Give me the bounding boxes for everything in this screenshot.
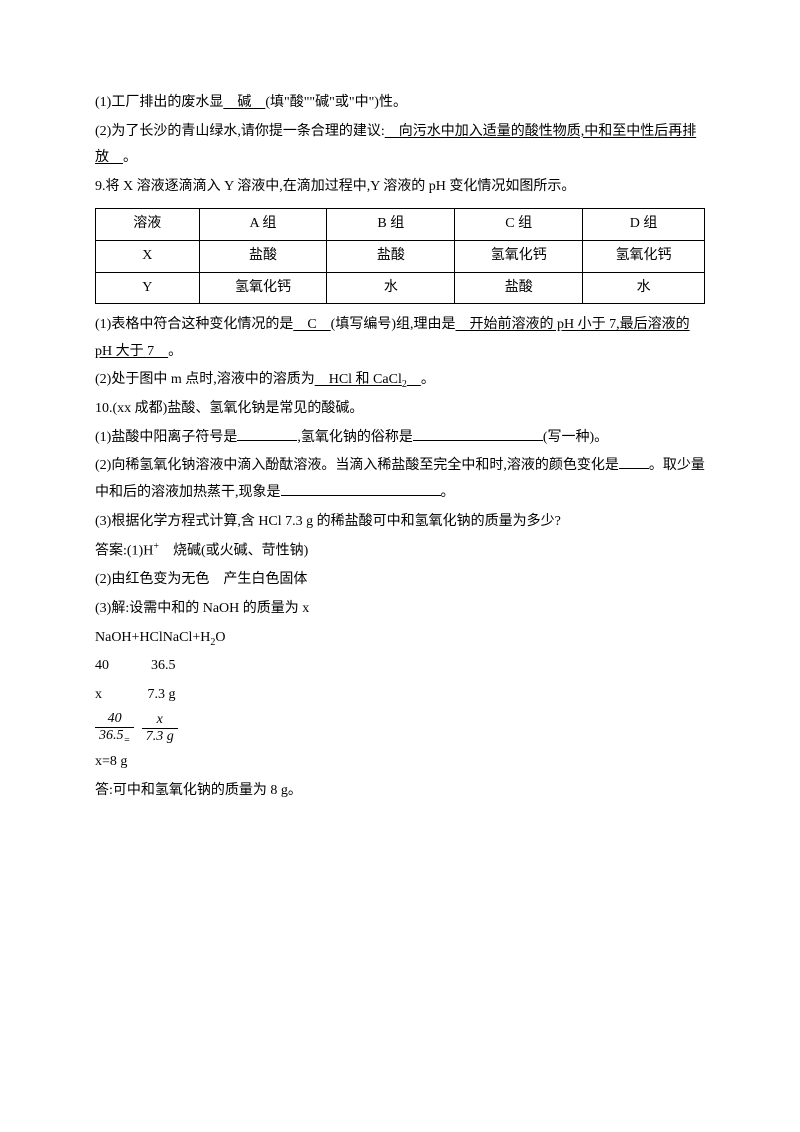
table-cell: X [96, 240, 200, 272]
q10-stem: 10.(xx 成都)盐酸、氢氧化钠是常见的酸碱。 [95, 396, 705, 423]
answer-blank: C [293, 317, 330, 332]
answer-2: (2)由红色变为无色 产生白色固体 [95, 567, 705, 594]
table-cell: 盐酸 [455, 272, 583, 304]
table-row-header: 溶液 A 组 B 组 C 组 D 组 [96, 209, 705, 241]
table-cell: B 组 [327, 209, 455, 241]
blank-line [619, 468, 649, 469]
text: (2)为了长沙的青山绿水,请你提一条合理的建议: [95, 124, 385, 139]
text: (填"酸""碱"或"中")性。 [265, 95, 407, 110]
q10-part2: (2)向稀氢氧化钠溶液中滴入酚酞溶液。当滴入稀盐酸至完全中和时,溶液的颜色变化是… [95, 453, 705, 506]
text: (填写编号)组,理由是 [331, 317, 456, 332]
solutions-table: 溶液 A 组 B 组 C 组 D 组 X 盐酸 盐酸 氢氧化钙 氢氧化钙 Y 氢… [95, 208, 705, 304]
text: ,氢氧化钠的俗称是 [297, 430, 413, 445]
q10-part1: (1)盐酸中阳离子符号是 ,氢氧化钠的俗称是 (写一种)。 [95, 425, 705, 452]
text: 。 [168, 344, 182, 359]
fraction-2: x 7.3 g [142, 712, 178, 747]
table-cell: 氢氧化钙 [455, 240, 583, 272]
table-row-x: X 盐酸 盐酸 氢氧化钙 氢氧化钙 [96, 240, 705, 272]
numerator: 40 [95, 711, 134, 729]
table-cell: 水 [327, 272, 455, 304]
text: 答案:(1)H [95, 544, 153, 559]
q8-part2: (2)为了长沙的青山绿水,请你提一条合理的建议: 向污水中加入适量的酸性物质,中… [95, 119, 705, 172]
table-cell: 溶液 [96, 209, 200, 241]
blank-line [281, 495, 441, 496]
table-row-y: Y 氢氧化钙 水 盐酸 水 [96, 272, 705, 304]
blank-line [413, 440, 543, 441]
table-cell: 氢氧化钙 [199, 272, 327, 304]
fraction-1: 40 36.5= [95, 711, 134, 748]
table-cell: 盐酸 [199, 240, 327, 272]
q9-part1: (1)表格中符合这种变化情况的是 C (填写编号)组,理由是 开始前溶液的 pH… [95, 312, 705, 365]
text: NaOH+HClNaCl+H [95, 630, 210, 645]
table-cell: Y [96, 272, 200, 304]
text: (1)表格中符合这种变化情况的是 [95, 317, 293, 332]
text: (1)工厂排出的废水显 [95, 95, 223, 110]
answer-blank: HCl 和 CaCl2 [315, 372, 421, 387]
text: (写一种)。 [543, 430, 608, 445]
q9-part2: (2)处于图中 m 点时,溶液中的溶质为 HCl 和 CaCl2 。 [95, 367, 705, 394]
table-cell: 盐酸 [327, 240, 455, 272]
text: 。 [441, 485, 455, 500]
q8-part1: (1)工厂排出的废水显 碱 (填"酸""碱"或"中")性。 [95, 90, 705, 117]
q10-part3: (3)根据化学方程式计算,含 HCl 7.3 g 的稀盐酸可中和氢氧化钠的质量为… [95, 509, 705, 536]
x-result: x=8 g [95, 749, 705, 776]
denominator: 7.3 g [142, 729, 178, 746]
text: (2)向稀氢氧化钠溶液中滴入酚酞溶液。当滴入稀盐酸至完全中和时,溶液的颜色变化是 [95, 458, 619, 473]
blank-line [237, 440, 297, 441]
table-cell: 氢氧化钙 [583, 240, 705, 272]
text: (1)盐酸中阳离子符号是 [95, 430, 237, 445]
final-answer: 答:可中和氢氧化钠的质量为 8 g。 [95, 778, 705, 805]
table-cell: A 组 [199, 209, 327, 241]
text: 。 [123, 150, 137, 165]
fraction-line: 40 36.5= x 7.3 g [95, 711, 705, 748]
answer-3: (3)解:设需中和的 NaOH 的质量为 x [95, 596, 705, 623]
equation-row2: x 7.3 g [95, 682, 705, 709]
table-cell: 水 [583, 272, 705, 304]
text: (2)处于图中 m 点时,溶液中的溶质为 [95, 372, 315, 387]
text: 烧碱(或火碱、苛性钠) [159, 544, 308, 559]
q9-stem: 9.将 X 溶液逐滴滴入 Y 溶液中,在滴加过程中,Y 溶液的 pH 变化情况如… [95, 174, 705, 201]
denominator: 36.5= [95, 728, 134, 747]
equation-row1: 40 36.5 [95, 653, 705, 680]
answer-1: 答案:(1)H+ 烧碱(或火碱、苛性钠) [95, 537, 705, 565]
numerator: x [142, 712, 178, 730]
table-cell: D 组 [583, 209, 705, 241]
text: 。 [421, 372, 435, 387]
text: O [215, 630, 225, 645]
table-cell: C 组 [455, 209, 583, 241]
answer-blank: 碱 [223, 95, 265, 110]
equation: NaOH+HClNaCl+H2O [95, 625, 705, 652]
